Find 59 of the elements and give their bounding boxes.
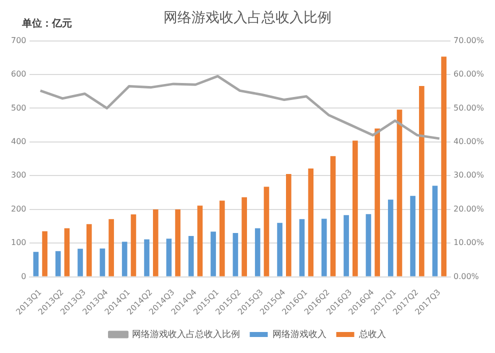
bar — [78, 248, 83, 276]
bar — [366, 214, 372, 276]
bar — [188, 236, 194, 276]
bar — [441, 56, 447, 276]
bar — [321, 218, 327, 276]
bar — [410, 196, 416, 276]
bar — [330, 156, 336, 276]
bar — [64, 228, 70, 276]
y2-tick-label: 70.00% — [453, 36, 484, 45]
bar — [299, 219, 305, 276]
bar — [175, 209, 180, 276]
chart-title: 网络游戏收入占总收入比例 — [164, 10, 332, 26]
legend-label: 总收入 — [358, 328, 386, 340]
y-tick-label: 600 — [10, 70, 26, 79]
bar — [42, 231, 48, 276]
bar — [100, 248, 106, 276]
bar — [419, 86, 424, 276]
bar — [197, 206, 203, 276]
bar — [344, 215, 349, 276]
y2-tick-label: 20.00% — [453, 204, 484, 214]
legend-label: 网络游戏收入占总收入比例 — [132, 328, 240, 340]
bar — [86, 224, 92, 276]
y-axis-title: 单位：亿元 — [21, 18, 72, 30]
bar — [210, 232, 216, 276]
bar — [108, 219, 114, 276]
bar — [232, 232, 238, 276]
bar — [130, 214, 136, 276]
y2-tick-label: 40.00% — [453, 137, 484, 146]
y2-tick-label: 30.00% — [453, 170, 484, 180]
y-tick-label: 700 — [10, 36, 26, 45]
bar — [264, 186, 270, 276]
legend-label: 网络游戏收入 — [272, 328, 326, 340]
bar — [166, 238, 172, 276]
y-tick-label: 400 — [10, 137, 26, 146]
bar — [374, 128, 380, 276]
bar — [33, 252, 39, 276]
bar — [254, 228, 260, 276]
bar — [242, 197, 247, 276]
y-tick-label: 200 — [10, 204, 26, 214]
bar — [219, 200, 225, 276]
bar — [352, 140, 358, 276]
bar — [277, 222, 282, 276]
y-tick-label: 500 — [10, 103, 26, 112]
y2-tick-label: 50.00% — [453, 103, 484, 112]
bar — [396, 110, 402, 276]
bar — [286, 174, 292, 276]
bar — [308, 168, 314, 276]
bar — [55, 251, 61, 276]
y2-tick-label: 0.00% — [453, 272, 480, 281]
bar — [432, 186, 438, 276]
y2-tick-label: 60.00% — [453, 70, 484, 79]
bar — [122, 242, 128, 276]
bar — [388, 200, 394, 276]
y-tick-label: 300 — [10, 170, 26, 180]
bar — [152, 209, 158, 276]
y-tick-label: 100 — [10, 238, 26, 248]
y2-tick-label: 10.00% — [453, 238, 484, 248]
bar — [144, 239, 150, 276]
y-tick-label: 0 — [21, 272, 26, 281]
